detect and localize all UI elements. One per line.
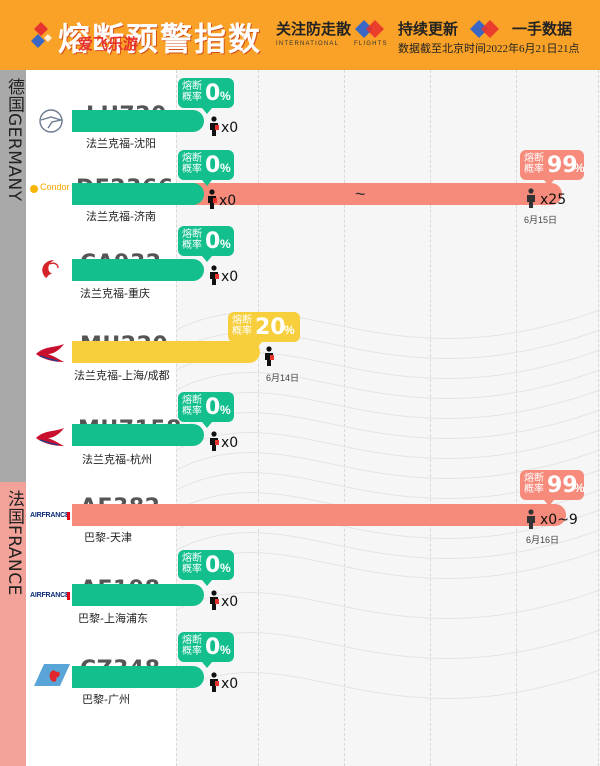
badge-label: 熔断概率 [182,81,202,103]
passenger-count: x0 [221,594,239,610]
probability-value: 99 [547,153,578,178]
person-icon [208,189,217,209]
probability-badge-end: 熔断概率 99 % [520,150,585,186]
header-banner: 熔断预警指数 爱飞乐游 关注防走散 INTERNATIONAL FLIGHTS … [0,0,600,70]
china-eastern-swallow-icon [36,428,64,446]
section-france: 法国FRANCE [0,482,26,766]
person-icon [210,265,219,285]
air-france-logo-icon: AIRFRANCE [30,590,74,616]
probability-value: 0 [205,553,221,578]
probability-value: 0 [205,153,221,178]
probability-bar [72,666,204,688]
person-icon [210,590,219,610]
separator-diamonds-icon [355,20,384,38]
probability-bar [72,584,204,606]
probability-bar [72,259,204,281]
probability-value: 0 [205,229,221,254]
section-germany: 德国GERMANY [0,70,26,482]
event-date: 6月15日 [524,215,558,225]
watermark-text: 爱飞乐游 [78,35,139,53]
probability-value: 0 [205,81,221,106]
section-germany-label: 德国GERMANY [4,78,24,202]
passenger-count: x0 [221,676,239,692]
flight-route: 法兰克福-沈阳 [86,137,156,150]
probability-value: 20 [255,315,286,340]
flight-route: 巴黎-上海浦东 [78,612,148,625]
probability-bar [72,341,260,363]
probability-value: 0 [205,635,221,660]
probability-bar [72,504,566,526]
lufthansa-crane-icon [39,109,64,133]
probability-bar [72,110,204,132]
flight-route: 巴黎-天津 [84,531,132,544]
passenger-count: x0~9 [540,512,578,528]
probability-value: 99 [547,473,578,498]
person-icon [210,431,219,451]
flight-route: 巴黎-广州 [82,693,130,706]
airfrance-text: AIRFRANCE [30,512,70,519]
probability-bar [72,183,204,205]
condor-text: Condor [40,182,70,192]
probability-badge-start: 熔断概率 0 % [178,150,234,186]
passenger-count: x0 [221,435,239,451]
probability-value: 0 [205,395,221,420]
slogan-1: 关注防走散 [276,20,352,38]
slogan-1-sub: INTERNATIONAL [276,41,340,47]
flight-route: 法兰克福-重庆 [80,287,150,300]
probability-bar [72,424,204,446]
logo-diamond-icon [31,22,52,48]
person-icon [210,116,219,136]
slogan-3: 一手数据 [512,20,573,38]
passenger-count: x25 [540,192,567,208]
probability-badge: 熔断概率 0 % [178,226,234,262]
china-eastern-swallow-icon [36,344,64,362]
event-date: 6月14日 [266,373,300,383]
probability-badge: 熔断概率 20 % [228,312,300,348]
event-date: 6月16日 [526,535,560,545]
separator-diamonds-icon [470,20,499,38]
data-timestamp-note: 数据截至北京时间2022年6月21日21点 [398,43,580,55]
slogan-2-sub: FLIGHTS [354,41,388,47]
probability-badge: 熔断概率 0 % [178,78,234,114]
probability-badge: 熔断概率 0 % [178,550,234,586]
passenger-count-start: x0 [219,193,237,209]
slogan-2: 持续更新 [398,20,459,38]
page-title: 熔断预警指数 [58,20,263,58]
person-icon [527,509,535,529]
percent-sign: % [220,89,231,103]
flight-route: 法兰克福-上海/成都 [74,369,170,382]
probability-badge: 熔断概率 0 % [178,392,234,428]
passenger-count: x0 [221,269,239,285]
range-tilde: ~ [355,184,366,204]
flight-route: 法兰克福-杭州 [82,453,152,466]
person-icon [210,672,219,692]
passenger-count: x0 [221,120,239,136]
condor-logo-icon: Condor [30,182,76,208]
person-icon [265,346,274,366]
china-southern-kapok-icon [34,664,70,686]
probability-range-bar [176,183,562,205]
air-china-phoenix-icon [42,260,59,278]
air-france-logo-icon: AIRFRANCE [30,510,74,536]
probability-badge: 熔断概率 99 % [520,470,585,506]
probability-badge: 熔断概率 0 % [178,632,234,668]
section-france-label: 法国FRANCE [4,490,24,596]
airfrance-text: AIRFRANCE [30,592,70,599]
person-icon [527,188,535,208]
flight-route: 法兰克福-济南 [86,210,156,223]
